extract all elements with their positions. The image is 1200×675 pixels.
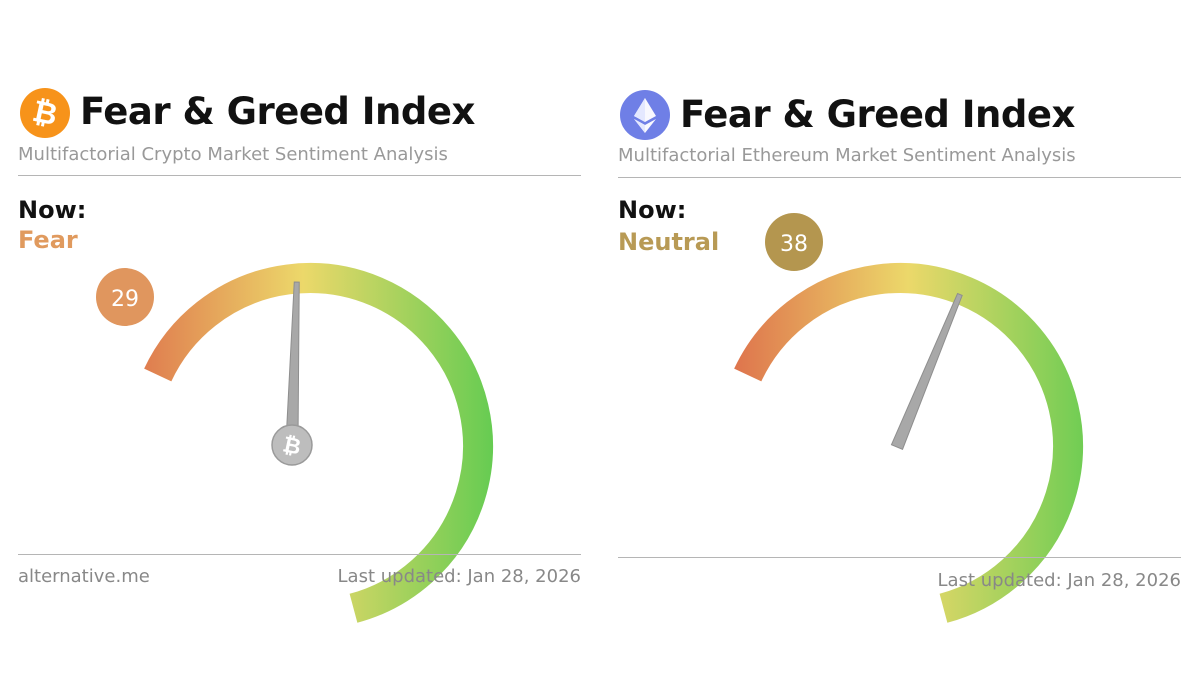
footer-divider <box>618 557 1181 558</box>
value-badge-text: 38 <box>780 232 808 257</box>
svg-text:₿: ₿ <box>280 432 303 460</box>
gauge-arc <box>144 263 493 623</box>
last-updated: Last updated: Jan 28, 2026 <box>337 566 581 587</box>
ethereum-icon <box>620 90 670 140</box>
btc-fear-greed-panel: ₿ Fear & Greed Index Multifactorial Cryp… <box>18 0 583 675</box>
sentiment-state-label: Neutral <box>618 228 720 256</box>
subtitle: Multifactorial Crypto Market Sentiment A… <box>18 144 448 165</box>
eth-fear-greed-panel: Fear & Greed Index Multifactorial Ethere… <box>618 0 1183 675</box>
gauge-arc <box>734 263 1083 623</box>
page-title: Fear & Greed Index <box>80 90 475 133</box>
bitcoin-icon: ₿ <box>20 88 70 138</box>
sentiment-state-label: Fear <box>18 226 78 254</box>
page-title: Fear & Greed Index <box>680 93 1075 136</box>
last-updated: Last updated: Jan 28, 2026 <box>937 570 1181 591</box>
gauge-needle <box>285 281 300 443</box>
value-badge-text: 29 <box>111 287 139 312</box>
subtitle: Multifactorial Ethereum Market Sentiment… <box>618 145 1076 166</box>
value-badge: 38 <box>765 213 823 271</box>
gauge-hub-bitcoin-icon: ₿ <box>271 424 313 466</box>
value-badge: 29 <box>96 268 154 326</box>
header-divider <box>18 175 581 176</box>
source-link[interactable]: alternative.me <box>18 566 150 587</box>
now-label: Now: <box>18 196 87 224</box>
now-label: Now: <box>618 196 687 224</box>
footer-divider <box>18 554 581 555</box>
gauge-needle <box>890 292 963 450</box>
header-divider <box>618 177 1181 178</box>
